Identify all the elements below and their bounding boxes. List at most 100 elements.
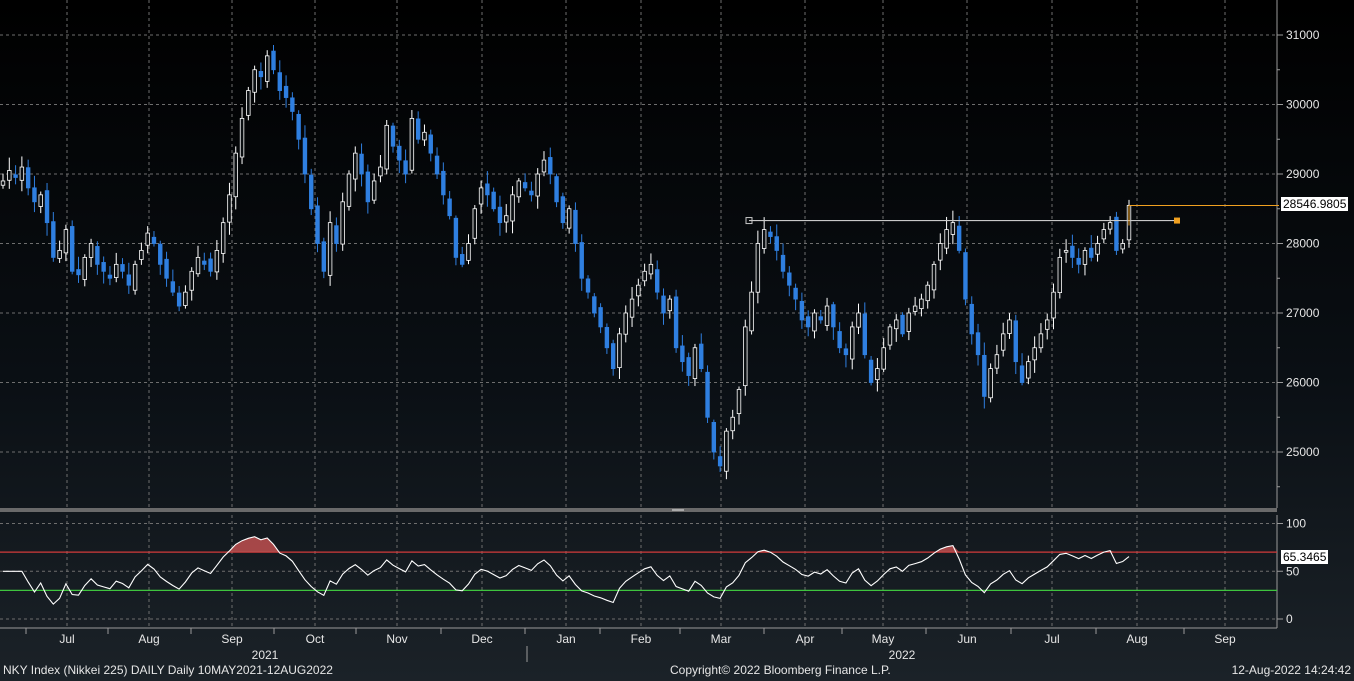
candle-body-down xyxy=(434,155,440,175)
candle-body-up xyxy=(623,312,628,335)
candle-body-up xyxy=(195,256,201,275)
price-y-tick-label: 28000 xyxy=(1286,237,1320,251)
candle-body-down xyxy=(975,332,981,356)
candle-body-up xyxy=(472,208,477,239)
rsi-y-tick-label: 50 xyxy=(1286,564,1300,578)
x-month-label: Jan xyxy=(556,632,575,646)
candle-body-up xyxy=(466,243,471,261)
candle-body-down xyxy=(1114,216,1119,251)
candle-body-up xyxy=(504,215,509,223)
x-month-label: Oct xyxy=(306,632,325,646)
price-y-tick-label: 27000 xyxy=(1286,306,1320,320)
candle-body-up xyxy=(88,243,94,258)
candle-body-down xyxy=(32,187,37,203)
candle-body-up xyxy=(246,90,251,116)
candle-body-up xyxy=(566,208,572,229)
candle-body-down xyxy=(453,217,459,258)
last-price-label: 28546.9805 xyxy=(1281,197,1349,211)
candle-body-down xyxy=(296,113,301,140)
candle-body-down xyxy=(673,296,679,349)
price-y-tick-label: 29000 xyxy=(1286,167,1320,181)
candle-body-down xyxy=(415,118,421,140)
candle-body-down xyxy=(208,258,213,272)
candle-body-up xyxy=(931,263,937,291)
candle-body-up xyxy=(541,159,547,173)
candle-body-up xyxy=(1051,291,1056,319)
candle-body-down xyxy=(1019,365,1025,383)
x-month-label: May xyxy=(872,632,895,646)
candle-body-down xyxy=(686,357,691,376)
rsi-y-tick-label: 100 xyxy=(1286,517,1306,531)
candle-body-down xyxy=(69,226,75,272)
candle-body-down xyxy=(711,421,717,453)
candle-body-down xyxy=(290,97,295,112)
candle-body-down xyxy=(1070,245,1075,258)
candle-body-down xyxy=(862,313,867,356)
x-month-label: Jul xyxy=(59,632,74,646)
candle-body-up xyxy=(183,291,188,306)
candle-body-up xyxy=(57,250,62,259)
candle-body-down xyxy=(774,236,779,251)
candle-body-up xyxy=(1107,222,1113,230)
candle-body-up xyxy=(7,170,12,181)
candle-body-up xyxy=(724,430,729,472)
candle-body-down xyxy=(120,264,125,272)
candle-body-down xyxy=(805,316,811,328)
resistance-anchor-start xyxy=(745,217,753,225)
candle-body-down xyxy=(283,85,289,98)
candle-body-up xyxy=(736,389,742,414)
candle-body-down xyxy=(258,71,264,78)
candle-body-down xyxy=(302,137,308,175)
candle-body-up xyxy=(894,319,899,330)
candle-body-up xyxy=(346,173,352,207)
candle-body-up xyxy=(950,222,956,235)
candle-body-down xyxy=(441,170,446,196)
footer-security-info: NKY Index (Nikkei 225) DAILY Daily 10MAY… xyxy=(3,663,333,677)
candle-body-up xyxy=(214,250,220,273)
candle-body-up xyxy=(761,229,767,249)
candle-body-up xyxy=(1120,243,1125,250)
price-y-tick-label: 25000 xyxy=(1286,445,1320,459)
candle-body-up xyxy=(132,263,138,291)
candle-body-down xyxy=(982,354,987,397)
candle-body-up xyxy=(938,243,943,261)
candle-body-up xyxy=(510,194,515,222)
candle-body-up xyxy=(912,305,918,312)
candle-body-down xyxy=(164,258,169,279)
candle-body-up xyxy=(1007,319,1012,334)
candle-body-down xyxy=(680,345,685,363)
candle-body-up xyxy=(692,347,698,379)
candle-body-down xyxy=(491,191,496,210)
x-month-label: Feb xyxy=(631,632,652,646)
candle-body-down xyxy=(428,134,433,154)
candle-body-up xyxy=(114,263,119,278)
candle-body-up xyxy=(743,326,748,387)
candle-body-down xyxy=(95,246,100,265)
candle-body-down xyxy=(158,243,163,265)
candle-body-up xyxy=(994,354,1000,369)
candle-body-up xyxy=(535,173,540,197)
candle-body-down xyxy=(365,171,371,203)
candle-body-down xyxy=(25,167,31,189)
candle-body-down xyxy=(655,269,660,293)
candle-body-down xyxy=(610,343,616,370)
x-month-label: Mar xyxy=(711,632,732,646)
candle-body-down xyxy=(799,300,805,321)
candle-body-up xyxy=(906,312,912,332)
candle-body-up xyxy=(1045,319,1050,330)
candle-body-down xyxy=(831,304,836,328)
candle-body-up xyxy=(422,131,427,141)
candle-body-down xyxy=(1089,247,1094,258)
resistance-anchor-end xyxy=(1174,217,1180,224)
candle-body-up xyxy=(1057,256,1063,294)
candle-body-down xyxy=(604,326,610,349)
candle-body-down xyxy=(780,254,786,272)
candle-body-down xyxy=(522,182,528,189)
candle-body-up xyxy=(1000,333,1006,351)
year-label: 2022 xyxy=(889,648,916,662)
candle-body-up xyxy=(353,152,358,180)
candle-body-down xyxy=(170,281,176,293)
candle-body-down xyxy=(76,269,81,276)
candle-body-up xyxy=(139,250,144,260)
candle-body-up xyxy=(1026,361,1031,379)
